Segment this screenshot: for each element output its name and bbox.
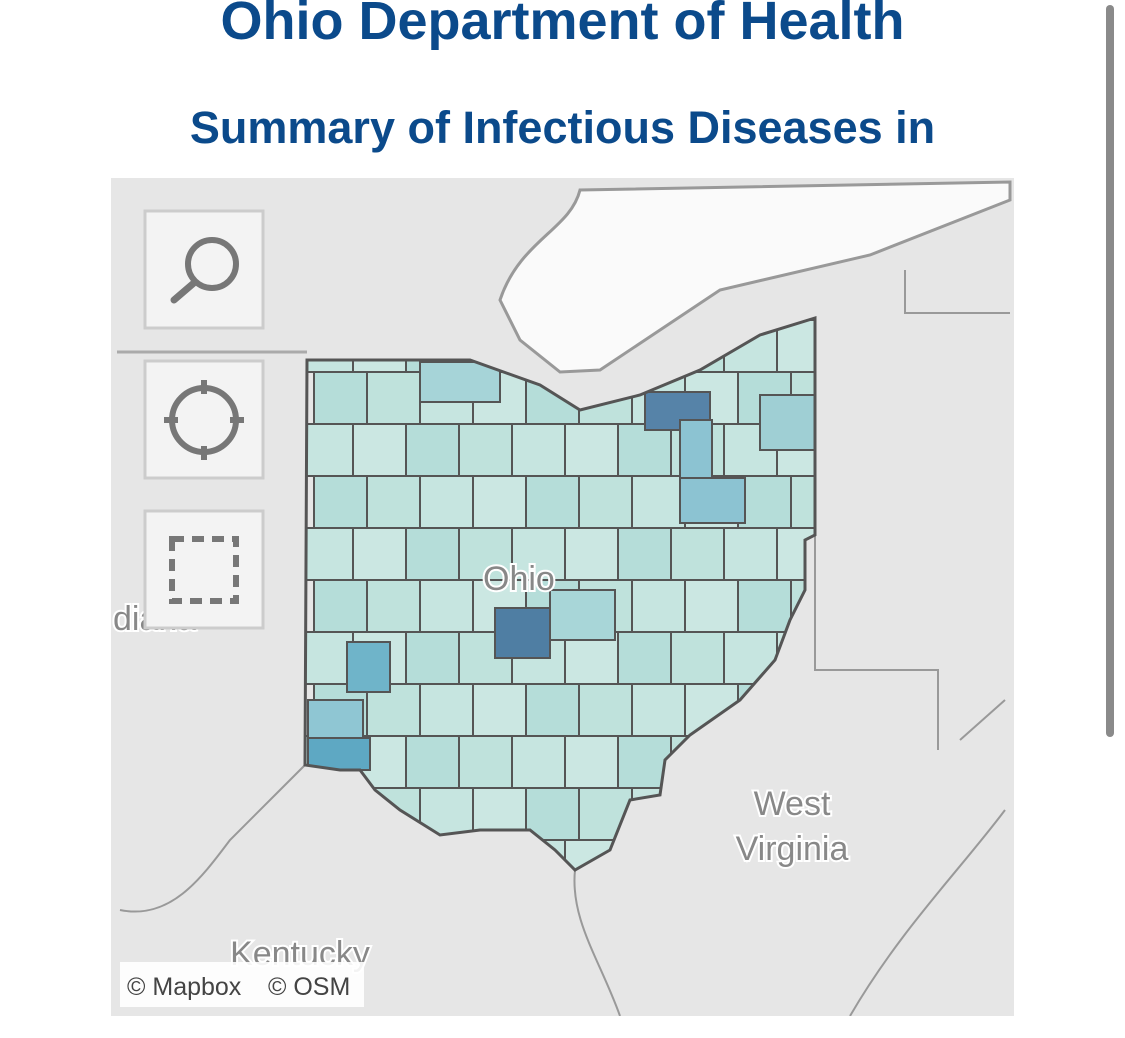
county[interactable] (670, 527, 725, 581)
county[interactable] (617, 631, 672, 685)
county[interactable] (737, 579, 792, 633)
tool-locate[interactable] (143, 359, 265, 480)
county[interactable] (494, 607, 551, 659)
county[interactable] (313, 475, 368, 529)
county[interactable] (511, 423, 566, 477)
county[interactable] (617, 527, 672, 581)
county[interactable] (511, 735, 566, 789)
county[interactable] (723, 527, 778, 581)
county[interactable] (679, 419, 713, 479)
county[interactable] (300, 527, 354, 581)
county[interactable] (405, 631, 460, 685)
county[interactable] (564, 423, 619, 477)
county[interactable] (419, 683, 474, 737)
county[interactable] (679, 477, 746, 524)
county[interactable] (352, 423, 407, 477)
river (119, 764, 1006, 1016)
county[interactable] (564, 735, 619, 789)
county[interactable] (307, 699, 364, 739)
border (814, 270, 1010, 750)
county[interactable] (352, 527, 407, 581)
attribution[interactable]: © Mapbox (127, 973, 242, 1001)
county[interactable] (525, 787, 580, 841)
tool-search[interactable] (143, 209, 265, 330)
subtitle: Summary of Infectious Diseases in (189, 102, 936, 153)
county[interactable] (525, 683, 580, 737)
tool-select[interactable] (143, 509, 265, 630)
county[interactable] (790, 475, 844, 529)
county[interactable] (366, 371, 421, 425)
county[interactable] (631, 683, 686, 737)
county[interactable] (458, 735, 513, 789)
county[interactable] (313, 579, 368, 633)
map-label: Ohio (483, 560, 555, 598)
county[interactable] (307, 737, 371, 771)
county[interactable] (759, 394, 815, 451)
lake-erie (498, 180, 1012, 374)
county[interactable] (458, 423, 513, 477)
county[interactable] (549, 589, 616, 641)
county[interactable] (578, 683, 633, 737)
county[interactable] (578, 475, 633, 529)
attribution-box (120, 962, 364, 1007)
county[interactable] (670, 631, 725, 685)
county[interactable] (684, 579, 739, 633)
county[interactable] (366, 579, 421, 633)
county[interactable] (346, 641, 391, 693)
county[interactable] (419, 361, 501, 403)
county[interactable] (405, 423, 460, 477)
county[interactable] (419, 475, 474, 529)
county[interactable] (617, 423, 672, 477)
title: Ohio Department of Health (220, 0, 905, 51)
map-label: Virginia (736, 830, 849, 868)
county[interactable] (313, 371, 368, 425)
county[interactable] (525, 475, 580, 529)
county[interactable] (366, 475, 421, 529)
county[interactable] (472, 475, 527, 529)
county[interactable] (300, 631, 354, 685)
county[interactable] (472, 683, 527, 737)
map-label: West (754, 785, 831, 823)
county[interactable] (631, 579, 686, 633)
county[interactable] (405, 735, 460, 789)
county[interactable] (631, 475, 686, 529)
county[interactable] (419, 579, 474, 633)
county[interactable] (564, 527, 619, 581)
attribution[interactable]: © OSM (268, 973, 350, 1001)
county[interactable] (405, 527, 460, 581)
scrollbar (1106, 5, 1114, 737)
county[interactable] (511, 527, 566, 581)
